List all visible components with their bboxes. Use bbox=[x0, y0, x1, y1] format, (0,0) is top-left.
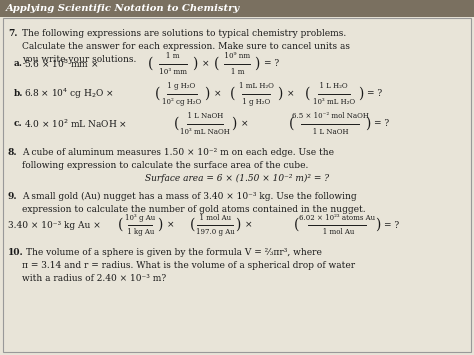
Text: 10² cg H₂O: 10² cg H₂O bbox=[163, 98, 201, 105]
Text: 9.: 9. bbox=[8, 192, 18, 201]
Text: The following expressions are solutions to typical chemistry problems.: The following expressions are solutions … bbox=[22, 29, 346, 38]
Text: 3.40 × 10⁻³ kg Au ×: 3.40 × 10⁻³ kg Au × bbox=[8, 220, 101, 229]
Text: Surface area = 6 × (1.50 × 10⁻² m)² = ?: Surface area = 6 × (1.50 × 10⁻² m)² = ? bbox=[145, 174, 329, 183]
Text: 10³ mm: 10³ mm bbox=[159, 67, 187, 76]
Text: 1 mol Au: 1 mol Au bbox=[195, 213, 235, 222]
Text: (: ( bbox=[174, 117, 180, 131]
Text: $\times$: $\times$ bbox=[240, 119, 248, 129]
Text: (: ( bbox=[294, 218, 300, 232]
Text: $\times$: $\times$ bbox=[213, 89, 221, 99]
Text: A cube of aluminum measures 1.50 × 10⁻² m on each edge. Use the: A cube of aluminum measures 1.50 × 10⁻² … bbox=[22, 148, 334, 157]
Text: 1 L NaOH: 1 L NaOH bbox=[298, 127, 363, 136]
Text: π = 3.14 and r = radius. What is the volume of a spherical drop of water: π = 3.14 and r = radius. What is the vol… bbox=[22, 261, 355, 270]
Text: 1 m: 1 m bbox=[225, 67, 249, 76]
Text: a.: a. bbox=[14, 60, 23, 69]
Text: A small gold (Au) nugget has a mass of 3.40 × 10⁻³ kg. Use the following: A small gold (Au) nugget has a mass of 3… bbox=[22, 192, 356, 201]
Text: ): ) bbox=[375, 218, 381, 232]
Text: 6.5 × 10⁻² mol NaOH: 6.5 × 10⁻² mol NaOH bbox=[292, 113, 368, 120]
Text: c.: c. bbox=[14, 120, 23, 129]
Text: 8.: 8. bbox=[8, 148, 18, 157]
Text: 10⁹ nm: 10⁹ nm bbox=[222, 53, 252, 60]
Text: b.: b. bbox=[14, 89, 24, 98]
Text: ): ) bbox=[365, 117, 371, 131]
Text: = ?: = ? bbox=[367, 89, 382, 98]
FancyBboxPatch shape bbox=[0, 0, 474, 17]
Text: = ?: = ? bbox=[374, 120, 389, 129]
Text: 1 kg Au: 1 kg Au bbox=[125, 229, 155, 236]
Text: 1 g H₂O: 1 g H₂O bbox=[240, 98, 272, 105]
Text: Calculate the answer for each expression. Make sure to cancel units as: Calculate the answer for each expression… bbox=[22, 42, 350, 51]
Text: (: ( bbox=[214, 57, 219, 71]
Text: following expression to calculate the surface area of the cube.: following expression to calculate the su… bbox=[22, 161, 309, 170]
Text: (: ( bbox=[155, 87, 161, 101]
FancyBboxPatch shape bbox=[3, 18, 471, 352]
Text: ): ) bbox=[255, 57, 260, 71]
Text: 10³ g Au: 10³ g Au bbox=[125, 213, 155, 222]
Text: (: ( bbox=[191, 218, 196, 232]
Text: 1 mL H₂O: 1 mL H₂O bbox=[238, 82, 273, 91]
Text: = ?: = ? bbox=[384, 220, 399, 229]
Text: 1 mol Au: 1 mol Au bbox=[307, 229, 367, 236]
Text: 4.0 $\times$ 10$^2$ mL NaOH $\times$: 4.0 $\times$ 10$^2$ mL NaOH $\times$ bbox=[24, 118, 127, 130]
Text: ): ) bbox=[157, 218, 163, 232]
Text: 7.: 7. bbox=[8, 29, 18, 38]
Text: $\times$: $\times$ bbox=[166, 220, 174, 230]
Text: (: ( bbox=[230, 87, 236, 101]
Text: ): ) bbox=[204, 87, 210, 101]
Text: expression to calculate the number of gold atoms contained in the nugget.: expression to calculate the number of go… bbox=[22, 205, 365, 214]
Text: 1 g H₂O: 1 g H₂O bbox=[164, 82, 200, 91]
Text: 197.0 g Au: 197.0 g Au bbox=[196, 229, 234, 236]
Text: ): ) bbox=[192, 57, 198, 71]
Text: ): ) bbox=[358, 87, 364, 101]
Text: (: ( bbox=[305, 87, 310, 101]
Text: 10³ mL NaOH: 10³ mL NaOH bbox=[180, 127, 230, 136]
Text: (: ( bbox=[289, 117, 295, 131]
Text: $\times$: $\times$ bbox=[286, 89, 294, 99]
Text: 10³ mL H₂O: 10³ mL H₂O bbox=[313, 98, 355, 105]
Text: (: ( bbox=[118, 218, 124, 232]
Text: 1 L NaOH: 1 L NaOH bbox=[182, 113, 228, 120]
Text: 10.: 10. bbox=[8, 248, 24, 257]
Text: (: ( bbox=[148, 57, 154, 71]
Text: ): ) bbox=[235, 218, 241, 232]
Text: The volume of a sphere is given by the formula V = ⅔πr³, where: The volume of a sphere is given by the f… bbox=[26, 248, 322, 257]
Text: with a radius of 2.40 × 10⁻³ m?: with a radius of 2.40 × 10⁻³ m? bbox=[22, 274, 166, 283]
Text: you write your solutions.: you write your solutions. bbox=[22, 55, 137, 64]
Text: = ?: = ? bbox=[264, 60, 279, 69]
Text: 6.02 × 10²³ atoms Au: 6.02 × 10²³ atoms Au bbox=[299, 213, 375, 222]
Text: ): ) bbox=[277, 87, 283, 101]
Text: ): ) bbox=[231, 117, 237, 131]
Text: 1 L H₂O: 1 L H₂O bbox=[315, 82, 353, 91]
Text: $\times$: $\times$ bbox=[201, 59, 209, 69]
Text: $\times$: $\times$ bbox=[244, 220, 252, 230]
Text: 6.8 $\times$ 10$^4$ cg H$_2$O $\times$: 6.8 $\times$ 10$^4$ cg H$_2$O $\times$ bbox=[24, 87, 114, 101]
Text: Applying Scientific Notation to Chemistry: Applying Scientific Notation to Chemistr… bbox=[6, 4, 240, 13]
Text: 5.6 $\times$ 10$^3$ mm $\times$: 5.6 $\times$ 10$^3$ mm $\times$ bbox=[24, 58, 99, 70]
Text: 1 m: 1 m bbox=[159, 53, 187, 60]
